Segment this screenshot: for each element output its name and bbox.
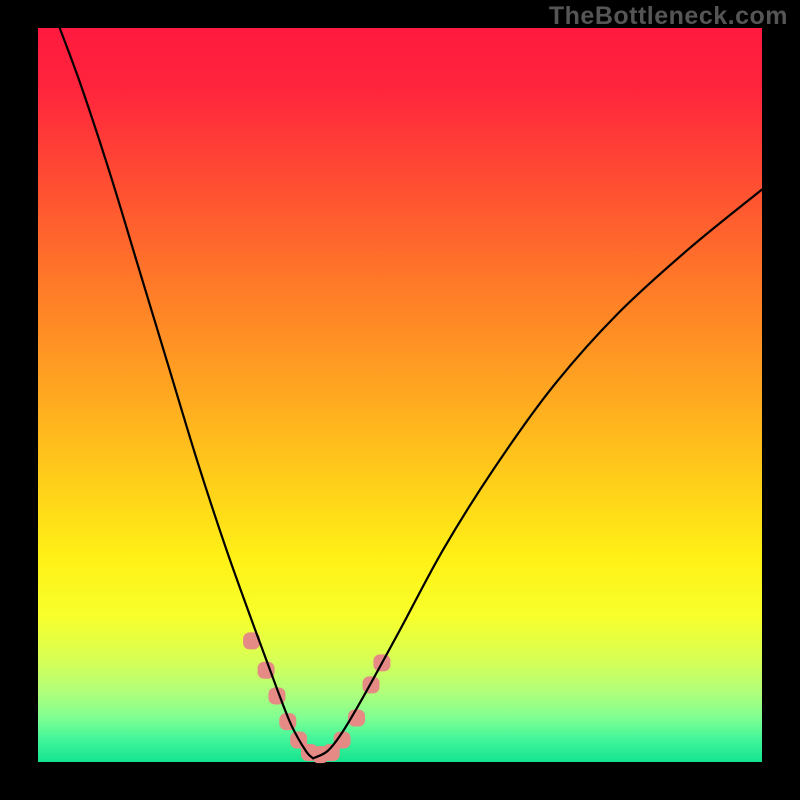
bottleneck-curve-right [313, 189, 762, 758]
highlight-markers [243, 632, 390, 763]
chart-canvas: TheBottleneck.com [0, 0, 800, 800]
watermark-text: TheBottleneck.com [549, 2, 788, 31]
bottleneck-curve-left [60, 28, 313, 758]
curves-layer [0, 0, 800, 800]
